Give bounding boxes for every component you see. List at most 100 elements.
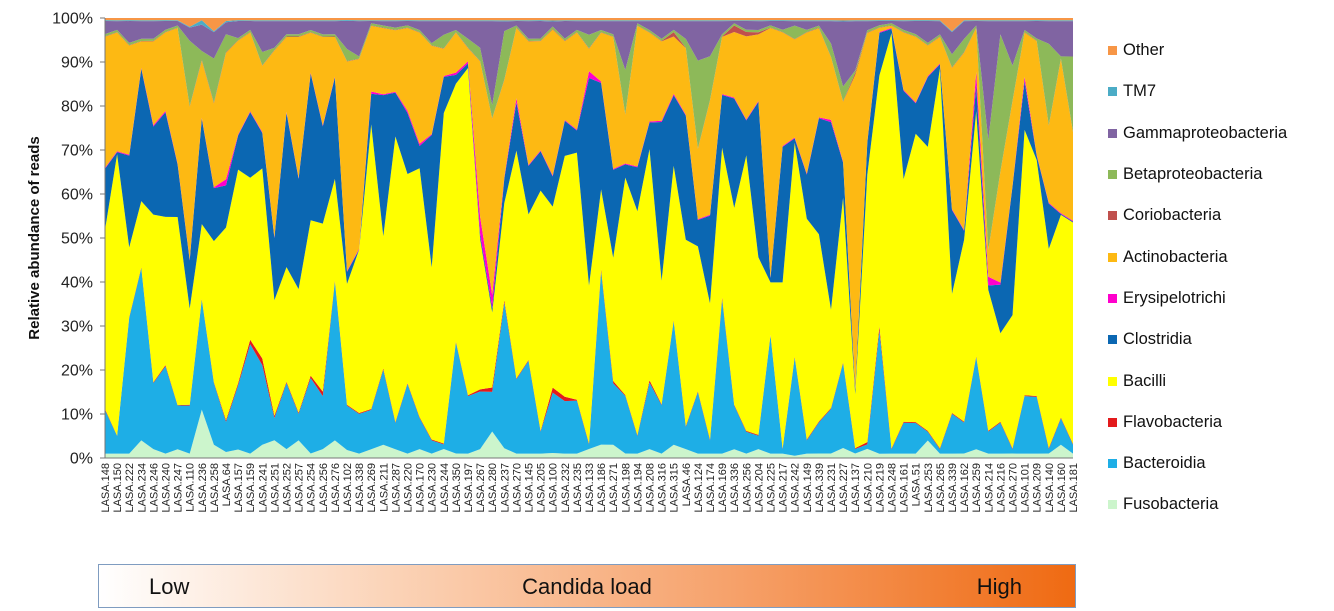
x-tick-label: LASA.169: [717, 463, 729, 513]
legend-swatch: [1108, 87, 1117, 97]
x-tick-label: LASA.161: [899, 463, 911, 513]
x-tick-label: LASA.46: [681, 463, 693, 506]
x-tick-label: LASA.248: [887, 463, 899, 513]
legend-swatch: [1108, 211, 1117, 221]
x-tick-label: LASA.214: [983, 463, 995, 513]
x-tick-label: LASA.270: [1008, 463, 1020, 513]
x-tick-label: LASA.338: [354, 463, 366, 513]
area-series: [105, 18, 1073, 458]
legend-swatch: [1108, 252, 1117, 262]
x-tick-label: LASA.204: [753, 463, 765, 513]
legend-item: TM7: [1108, 71, 1328, 112]
x-tick-label: LASA.181: [1068, 463, 1080, 513]
x-tick-label: LASA.198: [620, 463, 632, 513]
legend-swatch: [1108, 128, 1117, 138]
y-tick-label: 60%: [61, 187, 93, 204]
x-tick-label: LASA.237: [499, 463, 511, 513]
x-tick-label: LASA.210: [862, 463, 874, 513]
legend-swatch: [1108, 417, 1117, 427]
legend-swatch: [1108, 170, 1117, 180]
legend-item: Coriobacteria: [1108, 195, 1328, 236]
y-axis-ticks: 0% 10% 20% 30% 40% 50% 60% 70% 80% 90% 100%: [52, 11, 105, 468]
x-tick-label: LASA.251: [269, 463, 281, 513]
legend-swatch: [1108, 459, 1117, 469]
x-tick-label: LASA.236: [197, 463, 209, 513]
x-tick-label: LASA.287: [390, 463, 402, 513]
x-tick-label: LASA.227: [838, 463, 850, 513]
x-tick-label: LASA.254: [306, 463, 318, 513]
x-tick-label: LASA.110: [185, 463, 197, 512]
legend-label: Bacilli: [1123, 371, 1167, 390]
x-tick-label: LASA.162: [959, 463, 971, 513]
x-tick-label: LASA.339: [947, 463, 959, 513]
candida-load-title: Candida load: [522, 574, 652, 599]
x-tick-label: LASA.270: [511, 463, 523, 513]
x-tick-label: LASA.219: [874, 463, 886, 513]
x-tick-label: LASA.102: [342, 463, 354, 513]
x-tick-label: LASA.149: [802, 463, 814, 513]
area-clostridia: [105, 28, 1073, 395]
x-tick-label: LASA.253: [923, 463, 935, 513]
legend-item: Gammaproteobacteria: [1108, 113, 1328, 154]
area-fusobacteria: [105, 409, 1073, 458]
legend-item: Actinobacteria: [1108, 236, 1328, 277]
legend-item: Bacteroidia: [1108, 443, 1328, 484]
x-tick-label: LASA.225: [766, 463, 778, 513]
x-tick-label: LASA.133: [584, 463, 596, 513]
x-tick-label: LASA.186: [596, 463, 608, 513]
candida-load-low-label: Low: [149, 574, 190, 599]
x-tick-label: LASA.246: [148, 463, 160, 513]
x-tick-label: LASA.157: [233, 463, 245, 513]
y-tick-label: 20%: [61, 363, 93, 380]
legend-swatch: [1108, 293, 1117, 303]
x-tick-label: LASA.209: [1032, 463, 1044, 513]
candida-load-bar: Low Candida load High: [98, 564, 1076, 608]
legend-label: Betaproteobacteria: [1123, 165, 1263, 184]
legend-swatch: [1108, 500, 1117, 510]
area-actinobacteria: [105, 25, 1073, 389]
x-tick-label: LASA.222: [124, 463, 136, 513]
x-tick-label: LASA.252: [282, 463, 294, 513]
legend-item: Betaproteobacteria: [1108, 154, 1328, 195]
legend-swatch: [1108, 376, 1117, 386]
legend-item: Bacilli: [1108, 360, 1328, 401]
legend-item: Other: [1108, 30, 1328, 71]
legend-label: Flavobacteria: [1123, 412, 1223, 431]
area-tm7: [105, 20, 1073, 33]
x-tick-label: LASA.256: [741, 463, 753, 513]
area-bacilli: [105, 33, 1073, 449]
y-axis-title: Relative abundance of reads: [26, 136, 43, 339]
y-tick-label: 70%: [61, 143, 93, 160]
area-other: [105, 18, 1073, 32]
x-tick-label: LASA.232: [560, 463, 572, 513]
x-tick-label: LASA.230: [427, 463, 439, 513]
x-tick-label: LASA.336: [729, 463, 741, 513]
x-tick-label: LASA.64: [221, 463, 233, 506]
x-tick-label: LASA.174: [705, 463, 717, 513]
x-tick-label: LASA.51: [911, 463, 923, 506]
stacked-area-chart: 0% 10% 20% 30% 40% 50% 60% 70% 80% 90% 100% LASA.1…: [26, 11, 1080, 513]
legend-label: Coriobacteria: [1123, 206, 1222, 225]
x-tick-label: LASA.316: [657, 463, 669, 513]
x-tick-label: LASA.217: [778, 463, 790, 513]
legend: Other TM7 Gammaproteobacteria Betaproteobac…: [1108, 30, 1328, 526]
x-tick-label: LASA.145: [524, 463, 536, 513]
x-tick-label: LASA.242: [790, 463, 802, 513]
x-tick-label: LASA.137: [850, 463, 862, 513]
x-tick-label: LASA.235: [572, 463, 584, 513]
legend-label: Clostridia: [1123, 330, 1192, 349]
x-tick-label: LASA.205: [536, 463, 548, 513]
x-tick-label: LASA.159: [245, 463, 257, 513]
y-tick-label: 0%: [70, 451, 93, 468]
x-tick-label: LASA.216: [995, 463, 1007, 513]
x-tick-label: LASA.160: [1056, 463, 1068, 513]
x-axis-tick-labels: LASA.148 LASA.150 LASA.222 LASA.234 LASA.246…: [100, 463, 1080, 513]
x-tick-label: LASA.208: [645, 463, 657, 513]
x-tick-label: LASA.271: [608, 463, 620, 513]
x-tick-label: LASA.339: [814, 463, 826, 513]
legend-label: Other: [1123, 41, 1165, 60]
legend-label: TM7: [1123, 82, 1156, 101]
x-tick-label: LASA.194: [632, 463, 644, 513]
x-tick-label: LASA.258: [209, 463, 221, 513]
legend-label: Bacteroidia: [1123, 454, 1206, 473]
